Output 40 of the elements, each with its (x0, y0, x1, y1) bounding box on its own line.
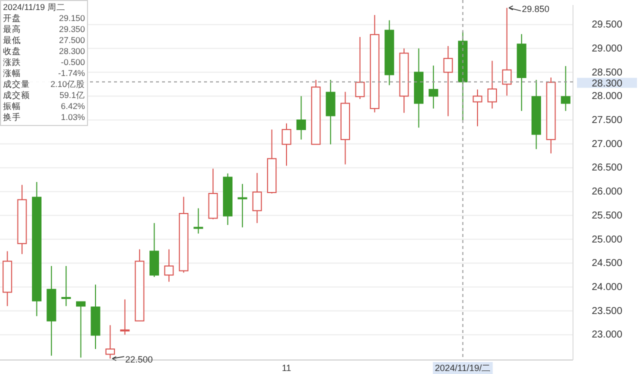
annotation: 29.150 (59, 13, 86, 23)
y-tick-label: 26.500 (592, 162, 623, 174)
annotation: 最高 (3, 24, 21, 34)
ref-line-label: 28.300 (592, 78, 623, 90)
y-tick-label: 27.000 (592, 138, 623, 150)
annotation: 涨幅 (3, 68, 21, 78)
annotation: 2024/11/19 周二 (3, 2, 66, 12)
annotation: 振幅 (3, 101, 21, 111)
annotation: 22.500 (125, 354, 153, 365)
annotation: 28.300 (59, 46, 86, 56)
x-tick-label: 2024/11/19/二 (434, 363, 491, 373)
y-tick-label: 24.500 (592, 258, 623, 270)
y-tick-label: 27.500 (592, 114, 623, 126)
y-tick-label: 28.000 (592, 91, 623, 102)
annotation: 收盘 (3, 46, 21, 56)
y-tick-label: 28.500 (592, 67, 623, 78)
annotation: -1.74% (58, 68, 86, 78)
annotation: 27.500 (59, 35, 86, 45)
y-tick-label: 23.500 (592, 306, 623, 317)
annotation: 29.350 (59, 24, 86, 34)
annotation: 最低 (3, 35, 21, 45)
annotation: 成交量 (3, 79, 30, 89)
y-tick-label: 25.000 (592, 234, 623, 246)
y-tick-label: 23.000 (592, 330, 623, 341)
annotation: -0.500 (60, 57, 86, 67)
annotation: 1.03% (60, 112, 86, 122)
y-tick-label: 29.000 (592, 43, 623, 54)
annotation: 29.850 (522, 4, 550, 14)
annotation: 成交额 (3, 90, 30, 100)
annotation: 开盘 (3, 13, 21, 23)
annotation: 6.42% (60, 101, 86, 111)
y-tick-label: 26.000 (592, 186, 623, 198)
annotation: 2.10亿股 (50, 79, 85, 89)
annotation: 换手 (3, 112, 21, 122)
y-tick-label: 24.000 (592, 282, 623, 293)
annotation: 59.1亿 (59, 90, 85, 100)
y-tick-label: 25.500 (592, 210, 623, 222)
y-tick-label: 29.500 (592, 20, 623, 31)
x-tick-label: 11 (282, 363, 292, 373)
annotation: 涨跌 (3, 57, 21, 67)
